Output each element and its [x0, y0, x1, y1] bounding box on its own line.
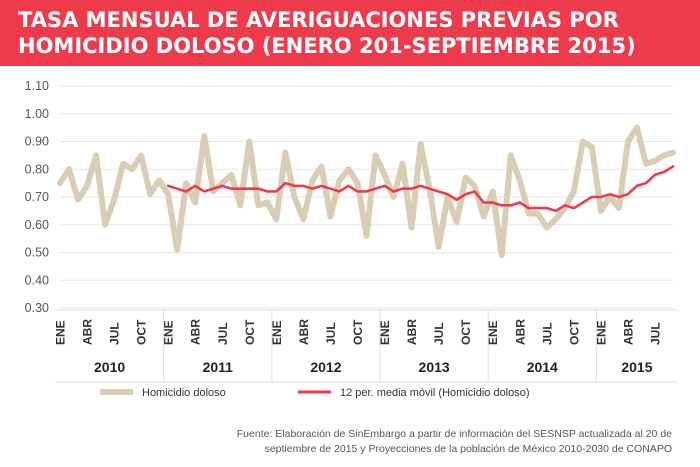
legend-label: Homicidio doloso — [142, 387, 226, 399]
year-label: 2013 — [419, 359, 450, 375]
year-label: 2015 — [621, 359, 652, 375]
y-tick-label: 0.60 — [25, 218, 49, 232]
x-tick-label-abr: ABR — [189, 319, 203, 345]
x-tick-label-ene: ENE — [270, 320, 284, 345]
source-note: Fuente: Elaboración de SinEmbargo a part… — [212, 427, 672, 457]
x-tick-label-oct: OCT — [243, 319, 257, 345]
x-tick-label-jul: JUL — [648, 322, 662, 345]
y-tick-label: 0.90 — [25, 135, 49, 149]
series-lines — [57, 124, 676, 259]
x-tick-label-ene: ENE — [486, 320, 500, 345]
y-tick-label: 1.00 — [25, 107, 49, 121]
x-tick-label-oct: OCT — [567, 319, 581, 345]
year-label: 2010 — [94, 359, 125, 375]
year-label: 2011 — [203, 359, 234, 375]
y-tick-label: 0.80 — [25, 162, 49, 176]
x-tick-label-ene: ENE — [378, 320, 392, 345]
legend-label: 12 per. media móvil (Homicidio doloso) — [340, 387, 530, 399]
y-tick-label: 0.30 — [25, 301, 49, 315]
year-label: 2012 — [310, 359, 341, 375]
chart-title-line-2: HOMICIDIO DOLOSO (ENERO 201-SEPTIEMBRE 2… — [18, 34, 636, 58]
x-tick-label-jul: JUL — [216, 322, 230, 345]
x-tick-label-oct: OCT — [351, 319, 365, 345]
series-line-media-movil — [166, 165, 675, 213]
legend: Homicidio doloso 12 per. media móvil (Hom… — [100, 387, 530, 399]
x-tick-label-abr: ABR — [513, 319, 527, 345]
y-tick-label: 0.40 — [25, 273, 49, 287]
x-tick-label-jul: JUL — [540, 322, 554, 345]
chart-title-line-1: TASA MENSUAL DE AVERIGUACIONES PREVIAS P… — [18, 8, 619, 32]
x-tick-label-jul: JUL — [108, 322, 122, 345]
series-line-homicidio-doloso — [57, 124, 676, 259]
x-tick-label-oct: OCT — [135, 319, 149, 345]
legend-item-homicidio-doloso: Homicidio doloso — [100, 387, 226, 399]
y-tick-label: 1.10 — [25, 79, 49, 93]
x-tick-label-ene: ENE — [54, 320, 68, 345]
x-tick-label-ene: ENE — [594, 320, 608, 345]
year-label: 2014 — [527, 359, 558, 375]
source-line-2: septiembre de 2015 y Proyecciones de la … — [264, 443, 672, 455]
y-axis-tick-labels: 0.30 0.40 0.50 0.60 0.70 0.80 0.90 1.00 1.10 — [25, 79, 49, 315]
chart-title-banner: TASA MENSUAL DE AVERIGUACIONES PREVIAS P… — [0, 0, 700, 66]
x-tick-label-jul: JUL — [432, 322, 446, 345]
x-tick-label-abr: ABR — [297, 319, 311, 345]
x-tick-label-ene: ENE — [162, 320, 176, 345]
x-tick-label-abr: ABR — [621, 319, 635, 345]
source-line-1: Fuente: Elaboración de SinEmbargo a part… — [236, 428, 672, 440]
grid-lines — [60, 85, 673, 309]
x-tick-label-abr: ABR — [405, 319, 419, 345]
x-axis: ENE ABR JUL OCT 2010 ENE ABR JUL OCT 2011 ENE ABR JU… — [54, 309, 678, 383]
y-tick-label: 0.50 — [25, 246, 49, 260]
legend-item-media-movil: 12 per. media móvil (Homicidio doloso) — [298, 387, 530, 399]
x-tick-label-jul: JUL — [324, 322, 338, 345]
x-tick-label-oct: OCT — [459, 319, 473, 345]
line-chart: 0.30 0.40 0.50 0.60 0.70 0.80 0.90 1.00 1.10 ENE… — [25, 79, 678, 399]
x-tick-label-abr: ABR — [81, 319, 95, 345]
y-tick-label: 0.70 — [25, 190, 49, 204]
